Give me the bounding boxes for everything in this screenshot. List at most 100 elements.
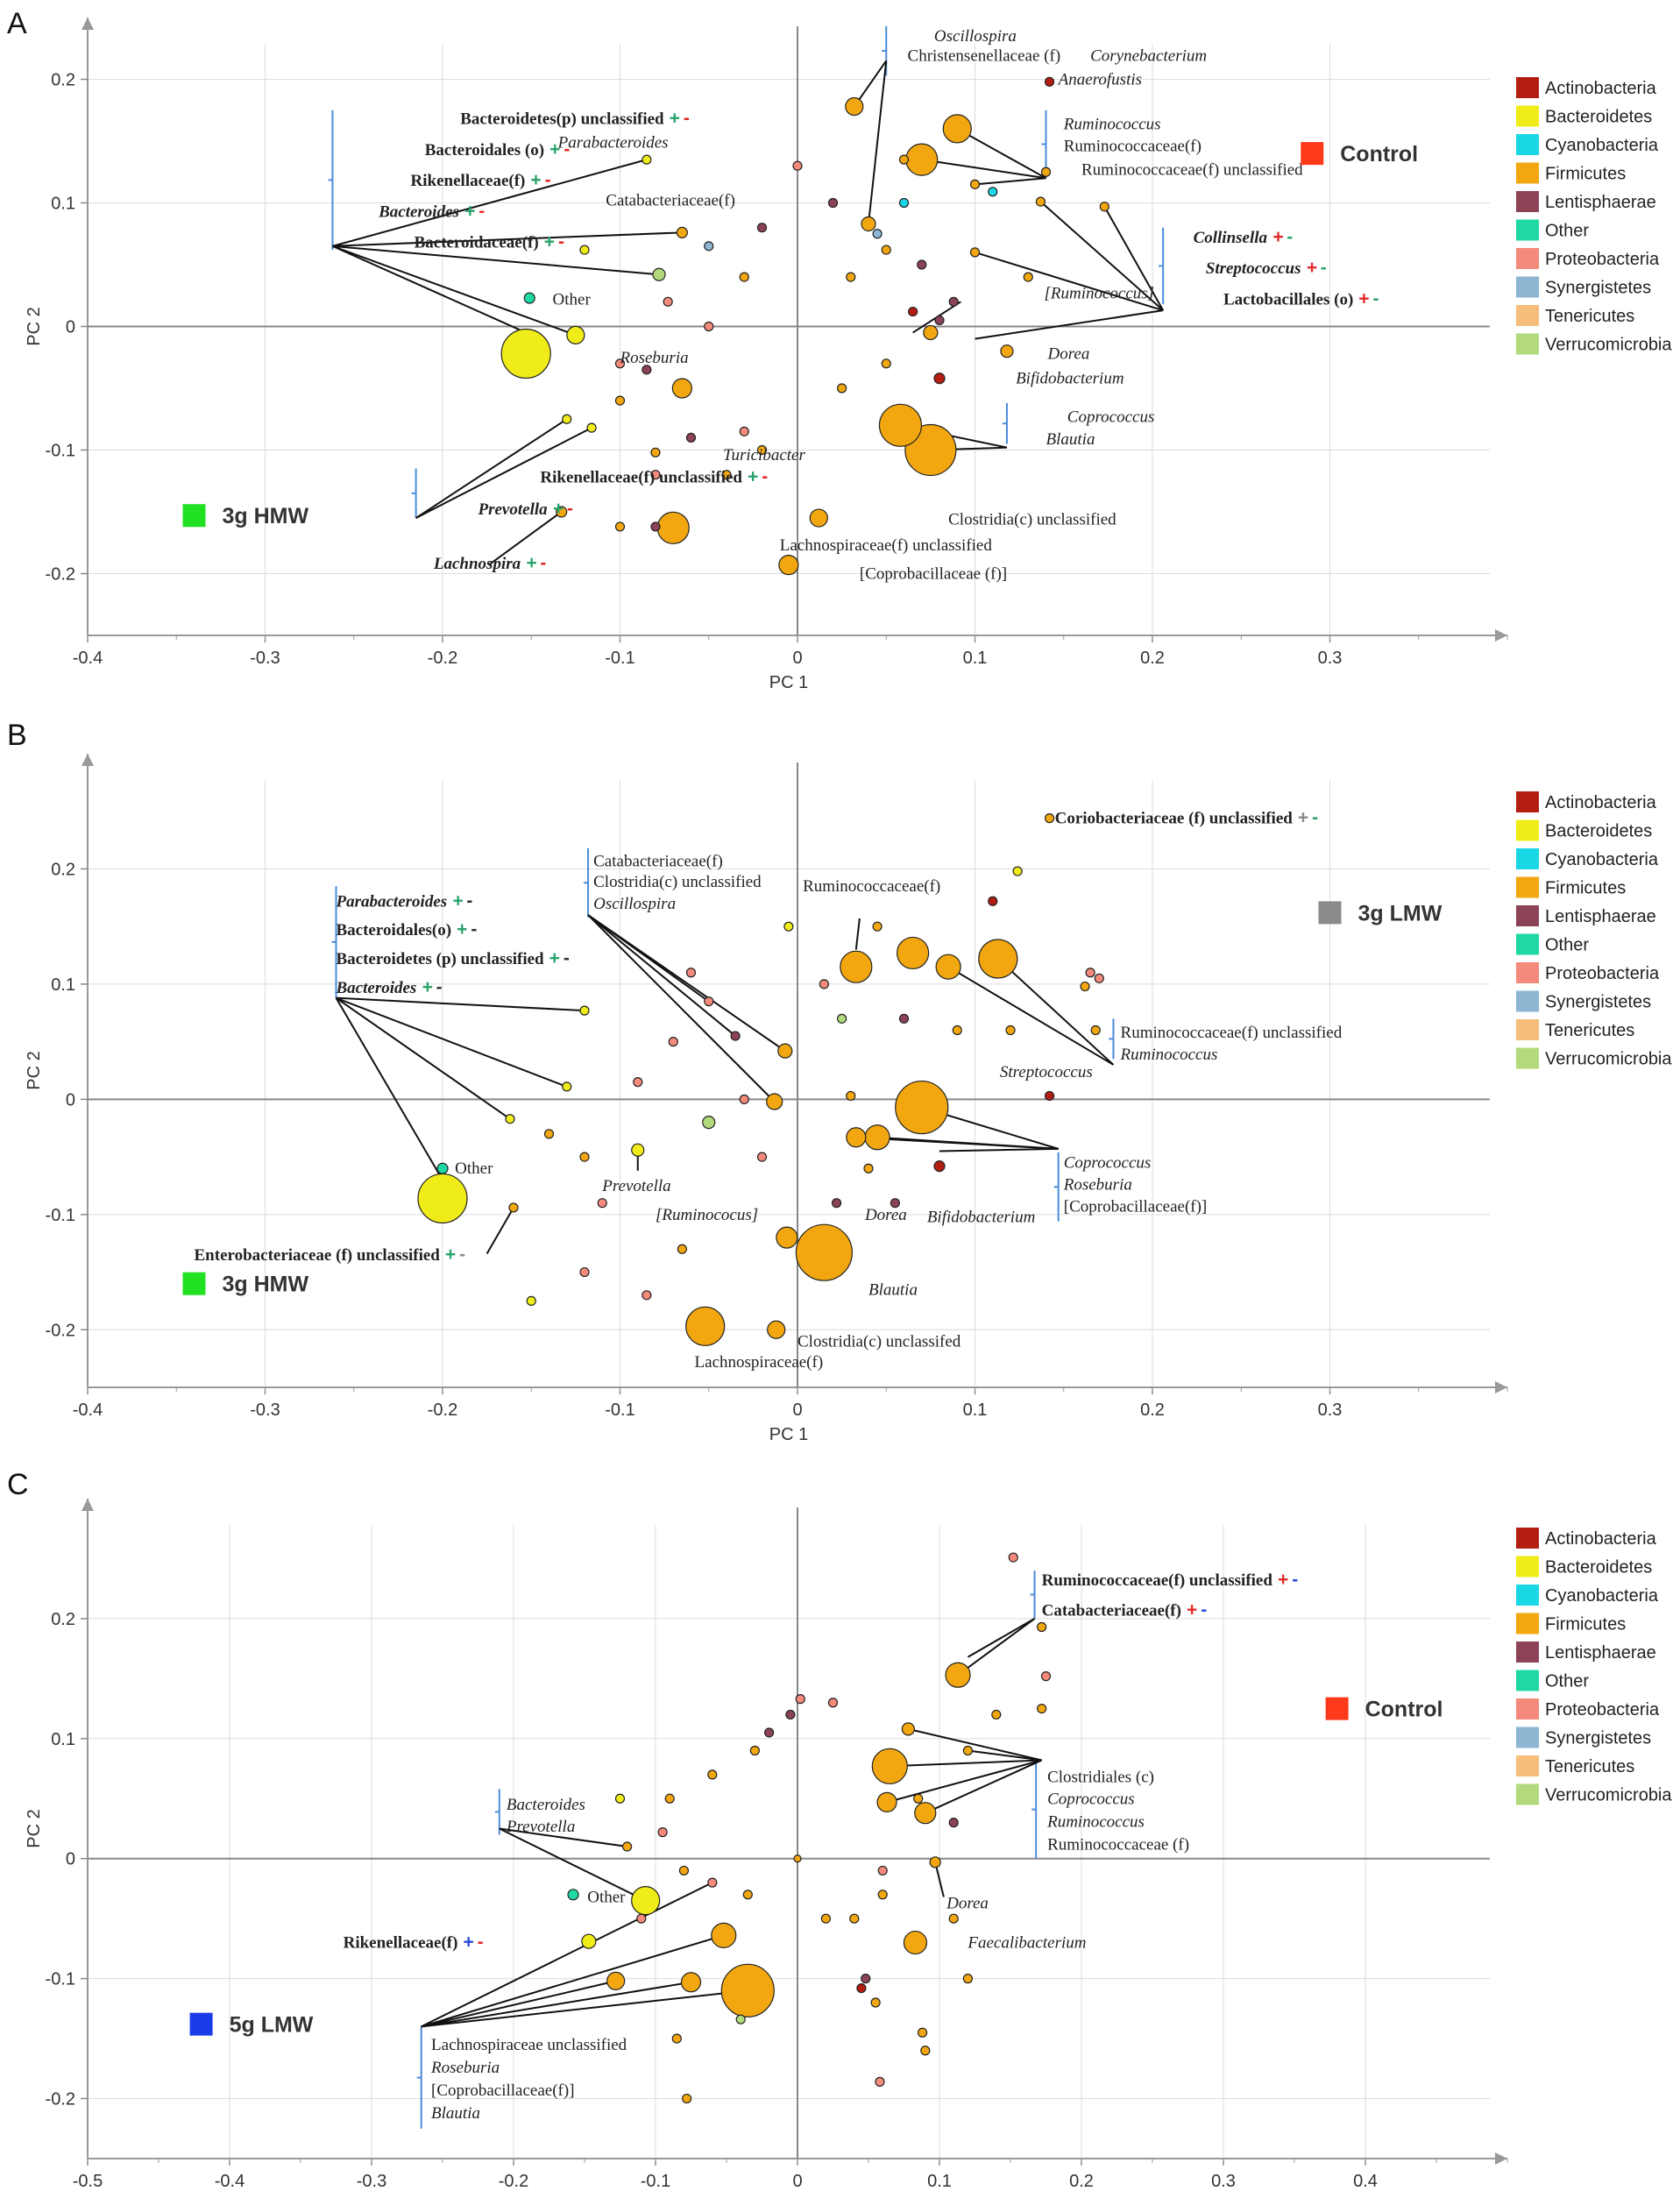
data-point-firmicutes bbox=[942, 114, 972, 144]
taxon-label: Bacteroidales(o) + - bbox=[337, 919, 478, 940]
data-point-firmicutes bbox=[739, 272, 749, 282]
legend-label: Other bbox=[1545, 222, 1589, 241]
legend-label: Proteobacteria bbox=[1545, 250, 1660, 269]
data-point-lentisphaerae bbox=[756, 223, 768, 233]
taxon-label: Clostridiales (c) bbox=[1047, 1769, 1154, 1787]
legend-label: Other bbox=[1545, 936, 1589, 955]
x-axis-arrow bbox=[1495, 1381, 1507, 1393]
data-point-lentisphaerae bbox=[898, 1013, 910, 1024]
taxon-label: Dorea bbox=[864, 1206, 907, 1224]
taxon-label: Catabacteriaceae(f) bbox=[606, 192, 735, 210]
leader-line bbox=[967, 1618, 1036, 1658]
taxon-label: Roseburia bbox=[620, 349, 689, 367]
data-point-firmicutes bbox=[881, 245, 891, 255]
data-point-firmicutes bbox=[677, 1244, 687, 1254]
data-point-actinobacteria bbox=[933, 1160, 946, 1173]
data-point-bacteroidetes bbox=[1012, 866, 1023, 876]
legend-label: Proteobacteria bbox=[1545, 964, 1660, 983]
leader-line bbox=[332, 159, 648, 247]
x-tick-label: 0.2 bbox=[1140, 1400, 1165, 1420]
taxon-label: Streptococcus bbox=[1000, 1063, 1093, 1081]
legend-label: Firmicutes bbox=[1545, 165, 1626, 184]
data-point-bacteroidetes bbox=[579, 1005, 590, 1016]
significance-sign: - bbox=[1292, 1570, 1298, 1590]
data-point-firmicutes bbox=[1035, 196, 1046, 207]
taxon-label: Roseburia bbox=[1063, 1176, 1132, 1195]
significance-sign: + bbox=[1187, 1599, 1197, 1620]
taxon-label: Blautia bbox=[1046, 430, 1095, 449]
data-point-firmicutes bbox=[962, 1745, 974, 1756]
data-point-cyanobacteria bbox=[898, 197, 910, 209]
significance-sign: - bbox=[567, 499, 573, 519]
data-point-firmicutes bbox=[1090, 1025, 1101, 1036]
significance-sign: + bbox=[748, 467, 758, 487]
data-point-firmicutes bbox=[870, 1997, 881, 2008]
taxon-label: Dorea bbox=[946, 1894, 989, 1912]
data-point-firmicutes bbox=[872, 921, 883, 932]
significance-sign: + bbox=[1306, 258, 1316, 278]
taxon-label: Other bbox=[553, 290, 592, 308]
leader-line bbox=[421, 1989, 748, 2028]
taxon-label: Anaerofustis bbox=[1057, 71, 1142, 89]
data-point-firmicutes bbox=[945, 1662, 971, 1688]
data-point-firmicutes bbox=[871, 1748, 908, 1784]
significance-sign: + bbox=[553, 499, 564, 519]
taxon-label: Lachnospira + - bbox=[433, 553, 547, 573]
y-tick-label: 0.2 bbox=[51, 1610, 75, 1629]
data-point-firmicutes bbox=[614, 521, 626, 532]
leader-line bbox=[332, 231, 683, 247]
significance-sign: + bbox=[530, 170, 541, 190]
taxon-label: Bacteroides bbox=[507, 1796, 585, 1814]
data-point-actinobacteria bbox=[1044, 1090, 1055, 1102]
legend-swatch bbox=[1516, 1755, 1539, 1776]
significance-sign: + bbox=[670, 109, 680, 129]
taxon-label: Collinsella + - bbox=[1194, 227, 1294, 247]
taxon-label: Blautia bbox=[431, 2104, 480, 2123]
leader-line bbox=[499, 1827, 647, 1902]
x-tick-label: 0.2 bbox=[1140, 649, 1165, 668]
data-point-verrucomicrobia bbox=[652, 267, 666, 281]
significance-sign: + bbox=[526, 553, 536, 573]
legend-label: Tenericutes bbox=[1545, 1021, 1634, 1040]
data-point-verrucomicrobia bbox=[702, 1116, 716, 1130]
data-point-bacteroidetes bbox=[417, 1173, 468, 1224]
legend-label: Lentisphaerae bbox=[1545, 1643, 1656, 1663]
legend-swatch bbox=[1516, 1613, 1539, 1634]
taxon-label: Coprococcus bbox=[1064, 1154, 1152, 1173]
panel-B: B -0.4 -0.3 -0.2 -0.1 0 0.1 0.2 0.3 0.2 0.1 0 -0.1 -0… bbox=[7, 719, 1508, 1444]
significance-sign: - bbox=[1321, 258, 1327, 278]
data-point-firmicutes bbox=[614, 395, 626, 406]
data-point-firmicutes bbox=[721, 470, 732, 480]
taxon-label: Roseburia bbox=[430, 2059, 500, 2077]
significance-sign: + bbox=[1278, 1570, 1288, 1590]
data-point-firmicutes bbox=[621, 1841, 633, 1852]
significance-sign: + bbox=[422, 977, 432, 997]
legend-label: Bacteroidetes bbox=[1545, 1558, 1652, 1578]
leader-line bbox=[488, 511, 563, 566]
leader-line bbox=[421, 1882, 713, 2028]
legend-swatch bbox=[1516, 276, 1539, 298]
taxon-label: Bacteroides + - bbox=[336, 977, 443, 997]
data-point-firmicutes bbox=[685, 1306, 726, 1346]
x-tick-label: 0.3 bbox=[1318, 1400, 1343, 1420]
legend-swatch bbox=[1516, 305, 1539, 326]
significance-sign: - bbox=[1373, 288, 1379, 308]
significance-sign: + bbox=[463, 1932, 473, 1953]
leader-line bbox=[956, 128, 1046, 180]
data-point-firmicutes bbox=[978, 939, 1018, 979]
legend-label: Verrucomicrobia bbox=[1545, 1786, 1672, 1805]
data-point-lentisphaerae bbox=[948, 1818, 959, 1828]
data-point-firmicutes bbox=[881, 358, 891, 369]
data-point-firmicutes bbox=[795, 1223, 853, 1281]
leader-line bbox=[854, 918, 861, 950]
data-point-proteobacteria bbox=[739, 426, 749, 436]
legend-label: Tenericutes bbox=[1545, 1757, 1634, 1776]
taxon-label: Bifidobacterium bbox=[927, 1208, 1035, 1226]
data-point-bacteroidetes bbox=[505, 1114, 515, 1124]
x-tick-label: -0.4 bbox=[215, 2172, 245, 2191]
significance-sign: - bbox=[684, 109, 690, 129]
data-point-firmicutes bbox=[1037, 1703, 1047, 1714]
leader-line bbox=[939, 1147, 1059, 1152]
data-point-proteobacteria bbox=[668, 1037, 678, 1047]
